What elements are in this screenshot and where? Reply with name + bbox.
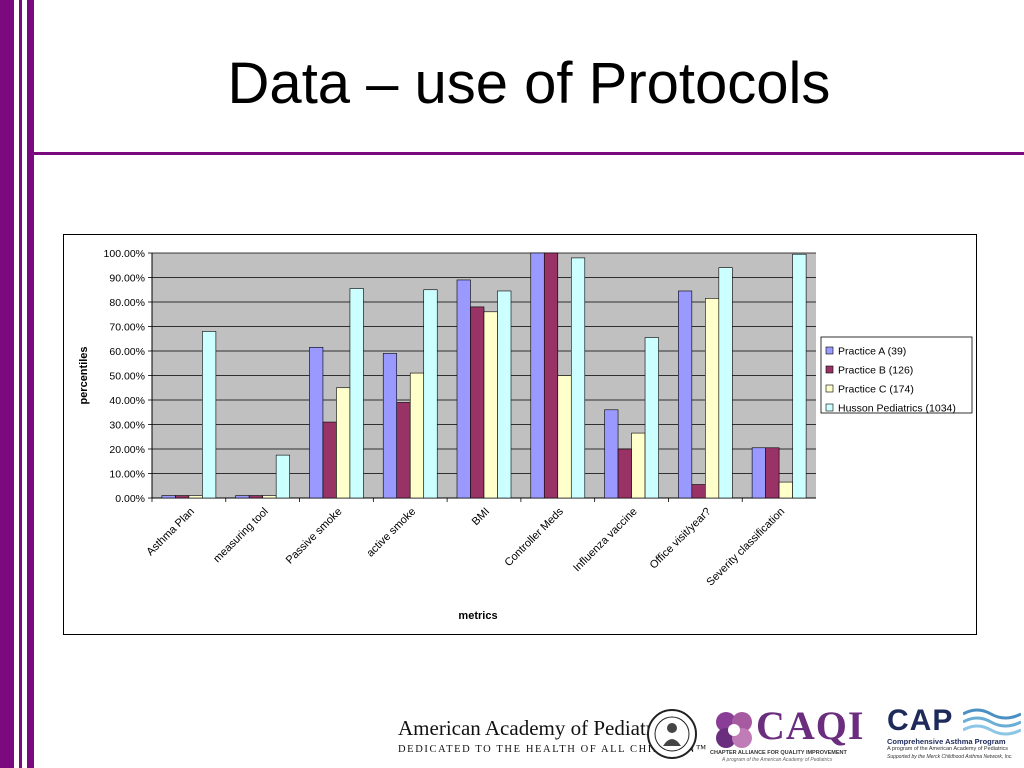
bar-2 xyxy=(248,495,263,499)
x-tick-label: Office visit/year? xyxy=(648,506,714,572)
x-tick-label: BMI xyxy=(470,506,492,528)
y-tick-label: 10.00% xyxy=(109,469,145,481)
bar-4 xyxy=(497,290,512,499)
y-tick-label: 20.00% xyxy=(109,444,145,456)
y-tick-label: 30.00% xyxy=(109,420,145,432)
left-accent-bar xyxy=(0,0,14,768)
x-tick-label: Controller Meds xyxy=(503,505,567,569)
cap-subtitle: Comprehensive Asthma Program xyxy=(887,737,1006,746)
bar-2 xyxy=(175,495,190,499)
x-tick-label: Passive smoke xyxy=(284,506,345,567)
y-tick-label: 80.00% xyxy=(109,297,145,309)
bar-4 xyxy=(423,289,438,499)
caqi-logo-icon xyxy=(716,712,752,748)
y-tick-label: 60.00% xyxy=(109,346,145,358)
bar-4 xyxy=(275,454,290,499)
bar-3 xyxy=(631,432,646,499)
aap-tagline: DEDICATED TO THE HEALTH OF ALL CHILDREN™ xyxy=(398,744,708,755)
bar-4 xyxy=(202,331,217,499)
bar-1 xyxy=(382,353,398,499)
caqi-subtitle: CHAPTER ALLIANCE FOR QUALITY IMPROVEMENT xyxy=(710,750,847,756)
legend-box xyxy=(820,336,973,414)
bar-3 xyxy=(705,298,720,499)
bar-2 xyxy=(691,484,706,499)
legend-entry: Husson Pediatrics (1034) xyxy=(838,403,956,415)
y-axis-title: percentiles xyxy=(78,346,90,404)
bar-3 xyxy=(188,495,203,499)
x-tick-label: active smoke xyxy=(364,506,418,560)
bar-1 xyxy=(604,409,619,499)
y-tick-label: 90.00% xyxy=(109,273,145,285)
legend-entry: Practice B (126) xyxy=(838,365,913,377)
bar-4 xyxy=(570,257,586,499)
x-tick-label: Severity classification xyxy=(704,506,787,589)
cap-program: A program of the American Academy of Ped… xyxy=(887,746,1009,752)
cap-waves-icon xyxy=(963,708,1021,736)
legend-swatch xyxy=(825,384,834,393)
bar-4 xyxy=(349,288,364,499)
x-tick-label: Asthma Plan xyxy=(144,506,197,559)
bar-4 xyxy=(718,267,733,499)
bar-2 xyxy=(470,306,485,499)
legend-swatch xyxy=(825,346,834,355)
aap-name: American Academy of Pediatrics xyxy=(398,716,677,740)
cap-support: Supported by the Merck Childhood Asthma … xyxy=(887,754,1013,760)
bar-chart: 0.00% 10.00% 20.00% 30.00% 40.00% 50.00% 60.00… xyxy=(78,248,973,622)
bar-3 xyxy=(409,372,425,499)
x-axis-title: metrics xyxy=(458,610,497,622)
legend-swatch xyxy=(825,403,834,412)
left-accent-stripe-inner xyxy=(27,0,34,768)
bar-1 xyxy=(235,495,250,499)
bar-2 xyxy=(396,402,411,499)
legend-entry: Practice A (39) xyxy=(838,346,906,358)
bar-3 xyxy=(336,387,351,499)
y-tick-label: 100.00% xyxy=(104,248,145,260)
left-accent-stripe xyxy=(19,0,22,768)
x-tick-label: measuring tool xyxy=(211,506,271,566)
y-tick-label: 50.00% xyxy=(109,371,145,383)
footer-logos: American Academy of Pediatrics DEDICATED… xyxy=(390,700,1024,768)
bar-2 xyxy=(617,448,632,499)
bar-2 xyxy=(543,252,559,499)
bar-3 xyxy=(778,481,793,499)
legend-entry: Practice C (174) xyxy=(838,384,914,396)
bar-1 xyxy=(309,347,324,499)
cap-wordmark: CAP xyxy=(887,704,954,737)
bar-1 xyxy=(530,252,545,499)
aap-seal-icon xyxy=(647,709,697,759)
y-tick-label: 0.00% xyxy=(115,493,145,505)
bar-4 xyxy=(644,337,659,499)
bar-1 xyxy=(456,279,471,499)
bar-1 xyxy=(161,495,176,499)
bar-3 xyxy=(262,495,277,499)
y-tick-label: 70.00% xyxy=(109,322,145,334)
bar-2 xyxy=(765,447,780,499)
y-tick-label: 40.00% xyxy=(109,395,145,407)
legend-swatch xyxy=(825,365,834,374)
caqi-program: A program of the American Academy of Ped… xyxy=(722,757,833,763)
title-divider xyxy=(34,152,1024,155)
slide-title: Data – use of Protocols xyxy=(227,51,831,116)
bar-4 xyxy=(792,253,807,499)
bar-1 xyxy=(678,290,693,499)
bar-3 xyxy=(557,375,572,499)
bar-3 xyxy=(483,311,498,499)
caqi-wordmark: CAQI xyxy=(756,703,865,748)
bar-2 xyxy=(322,421,337,499)
bar-1 xyxy=(751,447,766,499)
x-tick-label: Influenza vaccine xyxy=(571,506,640,575)
